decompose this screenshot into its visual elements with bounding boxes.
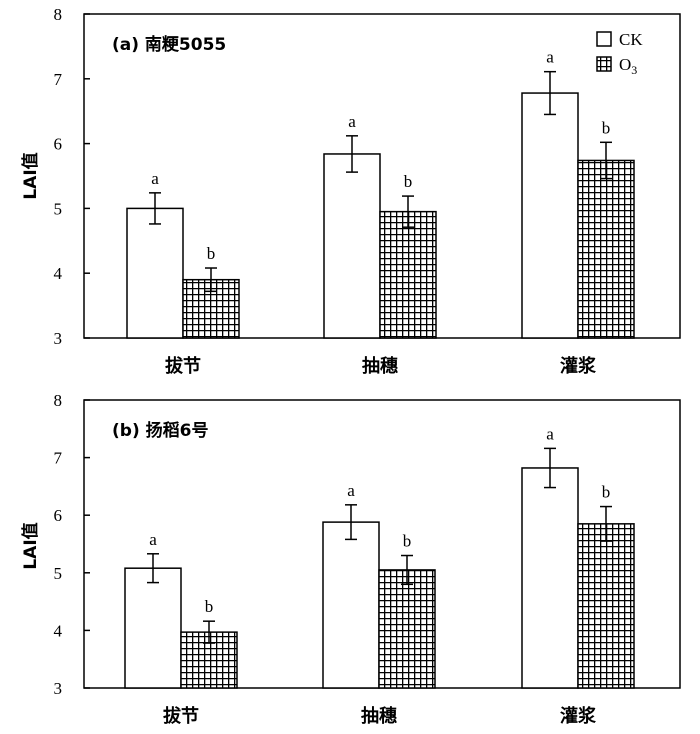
y-ticks-a: 3 4 5 6 7 8 xyxy=(54,5,90,348)
bar-a-s1-c1 xyxy=(379,210,437,339)
significance-label-b-s1-c0: b xyxy=(205,597,214,616)
significance-label-b-s0-c0: a xyxy=(149,530,157,549)
category-label-b-1: 抽穗 xyxy=(361,705,397,727)
y-tick-label-b-3: 6 xyxy=(54,506,63,525)
legend-swatch-o3 xyxy=(596,56,612,72)
y-tick-label-b-0: 3 xyxy=(54,679,63,698)
category-label-a-1: 抽穗 xyxy=(362,355,398,377)
category-label-a-0: 拔节 xyxy=(165,355,201,377)
category-labels-b: 拔节 抽穗 灌浆 xyxy=(163,705,597,727)
bar-a-s0-c0 xyxy=(126,207,184,339)
y-tick-label-b-1: 4 xyxy=(54,621,63,640)
chart-panel-a: LAI值 (a) 南粳5055 3 4 5 6 7 8 a a a b b b 拔节 抽穗 灌浆 CK … xyxy=(20,5,681,377)
y-tick-label-a-5: 8 xyxy=(54,5,63,24)
panel-title-a: (a) 南粳5055 xyxy=(112,34,226,55)
legend-label-o3-subscript: 3 xyxy=(631,63,637,77)
significance-label-a-s0-c0: a xyxy=(151,169,159,188)
significance-label-a-s1-c0: b xyxy=(207,244,216,263)
y-tick-label-b-2: 5 xyxy=(54,564,63,583)
y-tick-label-a-2: 5 xyxy=(54,199,63,218)
significance-label-b-s1-c1: b xyxy=(403,532,412,551)
legend-label-ck: CK xyxy=(619,30,643,49)
category-labels-a: 拔节 抽穗 灌浆 xyxy=(165,355,597,377)
category-label-b-0: 拔节 xyxy=(163,705,199,727)
legend: CK O3 xyxy=(596,30,643,77)
legend-label-o3-base: O xyxy=(619,55,631,74)
panel-title-b: (b) 扬稻6号 xyxy=(112,420,208,441)
y-tick-label-a-0: 3 xyxy=(54,329,63,348)
chart-panel-b: LAI值 (b) 扬稻6号 3 4 5 6 7 8 a a a b b b 拔节 抽穗 灌浆 xyxy=(20,391,681,727)
y-tick-label-a-4: 7 xyxy=(54,70,63,89)
bar-a-s0-c1 xyxy=(323,153,381,339)
bar-b-s0-c2 xyxy=(521,467,579,689)
legend-label-o3: O3 xyxy=(619,55,637,77)
y-tick-label-a-3: 6 xyxy=(54,135,63,154)
legend-swatch-ck xyxy=(596,31,612,47)
y-tick-label-a-1: 4 xyxy=(54,264,63,283)
bar-b-s1-c1 xyxy=(378,569,436,689)
significance-label-a-s0-c1: a xyxy=(348,112,356,131)
bars-a: a a a b b b xyxy=(126,48,635,339)
bar-a-s0-c2 xyxy=(521,92,579,339)
bar-b-s1-c2 xyxy=(577,523,635,689)
bar-a-s1-c2 xyxy=(577,159,635,339)
bars-b: a a a b b b xyxy=(124,424,635,689)
category-label-a-2: 灌浆 xyxy=(560,355,597,377)
category-label-b-2: 灌浆 xyxy=(560,705,597,727)
y-axis-title-b: LAI值 xyxy=(20,522,41,569)
y-tick-label-b-4: 7 xyxy=(54,449,63,468)
significance-label-b-s0-c1: a xyxy=(347,481,355,500)
y-ticks-b: 3 4 5 6 7 8 xyxy=(54,391,90,698)
y-axis-title-a: LAI值 xyxy=(20,152,41,199)
significance-label-a-s1-c2: b xyxy=(602,118,611,137)
significance-label-a-s1-c1: b xyxy=(404,172,413,191)
bar-b-s0-c0 xyxy=(124,567,182,689)
significance-label-b-s0-c2: a xyxy=(546,424,554,443)
significance-label-b-s1-c2: b xyxy=(602,483,611,502)
significance-label-a-s0-c2: a xyxy=(546,48,554,67)
bar-b-s0-c1 xyxy=(322,521,380,689)
y-tick-label-b-5: 8 xyxy=(54,391,63,410)
